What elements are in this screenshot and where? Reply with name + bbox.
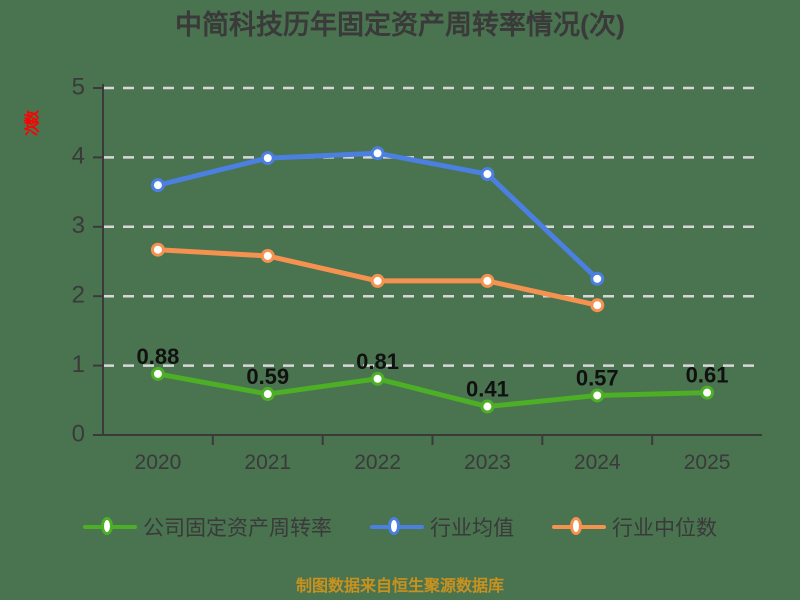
data-point-label: 0.41 xyxy=(466,377,509,402)
series-line xyxy=(155,150,600,282)
y-axis-tick-label: 3 xyxy=(72,212,85,239)
data-point[interactable] xyxy=(370,371,385,386)
x-axis-tick-label: 2024 xyxy=(574,451,621,474)
y-axis-tick-label: 4 xyxy=(72,143,85,170)
data-point[interactable] xyxy=(150,242,165,257)
legend-label: 公司固定资产周转率 xyxy=(143,517,332,540)
data-point[interactable] xyxy=(590,271,605,286)
y-axis-tick-label: 1 xyxy=(72,351,85,378)
data-point[interactable] xyxy=(590,388,605,403)
plot-area: 0 1 2 3 4 5 2020 2021 2022 2023 2024 2025 0.88 0.59 0.… xyxy=(72,73,762,474)
chart-title: 中简科技历年固定资产周转率情况(次) xyxy=(175,10,625,40)
data-point[interactable] xyxy=(260,151,275,166)
legend-marker-icon xyxy=(370,514,424,540)
source-note: 制图数据来自恒生聚源数据库 xyxy=(295,578,504,595)
data-point[interactable] xyxy=(150,366,165,381)
x-axis-tick-label: 2021 xyxy=(244,451,291,474)
data-point-label: 0.57 xyxy=(576,365,619,390)
legend-dot xyxy=(388,517,400,535)
data-point-label: 0.88 xyxy=(137,344,180,369)
legend-dot xyxy=(570,517,582,535)
x-axis-tick-label: 2025 xyxy=(684,451,731,474)
legend-marker-icon xyxy=(83,514,137,540)
legend-item[interactable]: 行业均值 xyxy=(370,512,514,542)
x-axis-tick-label: 2023 xyxy=(464,451,511,474)
data-point[interactable] xyxy=(480,167,495,182)
data-point-label: 0.61 xyxy=(686,363,729,388)
data-point-label: 0.81 xyxy=(356,349,399,374)
y-axis-tick-label: 5 xyxy=(72,73,85,100)
legend-label: 行业中位数 xyxy=(612,517,717,540)
data-point[interactable] xyxy=(480,399,495,414)
chart-legend: 公司固定资产周转率 行业均值 行业中位数 xyxy=(0,512,800,542)
data-point[interactable] xyxy=(370,146,385,161)
series-line xyxy=(155,371,710,410)
data-point[interactable] xyxy=(150,178,165,193)
data-point[interactable] xyxy=(590,298,605,313)
legend-dot xyxy=(101,517,113,535)
data-point[interactable] xyxy=(480,273,495,288)
data-point[interactable] xyxy=(260,387,275,402)
data-point-label: 0.59 xyxy=(246,364,289,389)
y-axis-tick-label: 2 xyxy=(72,282,85,309)
x-axis-tick-label: 2022 xyxy=(354,451,401,474)
legend-marker-icon xyxy=(552,514,606,540)
x-axis-tick-label: 2020 xyxy=(135,451,182,474)
legend-item[interactable]: 行业中位数 xyxy=(552,512,717,542)
data-point[interactable] xyxy=(260,248,275,263)
data-point[interactable] xyxy=(700,385,715,400)
legend-label: 行业均值 xyxy=(430,517,514,540)
data-point[interactable] xyxy=(370,273,385,288)
y-axis-tick-label: 0 xyxy=(72,420,85,447)
legend-item[interactable]: 公司固定资产周转率 xyxy=(83,512,332,542)
